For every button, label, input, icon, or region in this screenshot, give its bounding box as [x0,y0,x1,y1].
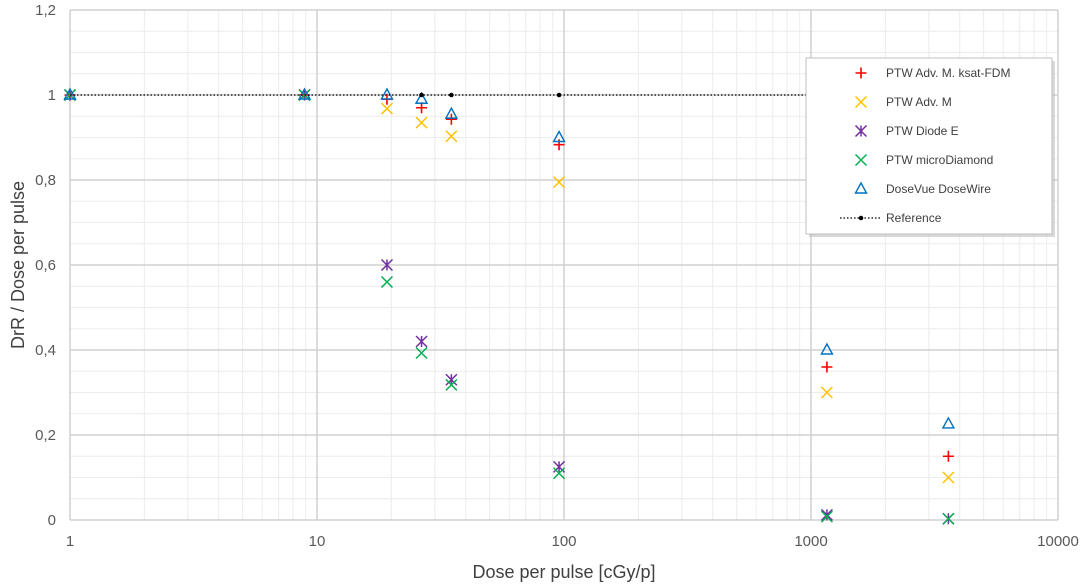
data-point [415,335,428,348]
legend-marker [854,181,868,194]
y-tick-label: 0,4 [35,342,56,359]
x-tick-label: 10 [309,533,326,550]
data-point [820,386,833,399]
data-point [414,91,429,104]
data-point [380,102,394,115]
legend-label: PTW microDiamond [886,153,993,167]
y-tick-label: 1,2 [35,2,56,19]
data-point [416,102,428,114]
data-point [445,113,457,125]
data-point [552,130,566,143]
legend-marker [855,67,867,79]
data-point [820,510,833,523]
series-5 [70,92,855,98]
series-1 [63,88,955,484]
data-point [942,450,954,462]
legend-marker [854,153,868,167]
data-point [419,92,424,98]
x-tick-label: 100 [551,533,576,550]
data-point [941,416,956,429]
data-point [553,460,566,473]
data-point [415,346,428,360]
data-point [820,508,833,521]
data-point [445,373,458,386]
data-point [556,92,562,98]
data-point [821,361,833,373]
x-axis-title: Dose per pulse [cGy/p] [472,562,655,582]
y-axis-title: DrR / Dose per pulse [8,181,28,349]
data-point [63,87,77,100]
legend: PTW Adv. M. ksat-FDM PTW Adv. M PTW Diode … [805,57,1055,237]
y-tick-label: 1 [48,87,56,104]
legend-label: Reference [886,211,942,225]
data-point [444,106,459,119]
legend-marker [858,215,864,221]
y-tick-label: 0,8 [35,172,56,189]
legend-marker [854,124,868,138]
y-tick-label: 0,2 [35,427,56,444]
legend-label: PTW Diode E [886,124,959,138]
data-point [820,342,834,355]
data-point [449,92,454,98]
x-tick-label: 1000 [794,533,827,550]
x-tick-label: 1 [66,533,74,550]
data-point [380,258,394,272]
legend-label: PTW Adv. M [886,95,952,109]
data-point [553,467,566,480]
data-point [380,87,394,100]
data-point [380,275,394,289]
data-point [445,130,458,143]
data-point [297,87,312,100]
data-point [942,512,955,525]
y-tick-label: 0,6 [35,257,56,274]
series-4 [63,87,956,429]
data-point [942,471,955,484]
data-point [445,378,458,391]
legend-label: PTW Adv. M. ksat-FDM [886,66,1010,80]
legend-label: DoseVue DoseWire [886,182,991,196]
legend-marker [854,95,868,109]
y-tick-label: 0 [48,512,56,529]
data-point [415,116,428,129]
legend-box [805,57,1053,235]
x-tick-label: 10000 [1037,533,1079,550]
data-point [553,176,566,189]
